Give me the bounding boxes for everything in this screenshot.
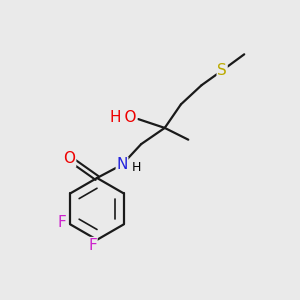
Text: S: S: [217, 63, 227, 78]
Text: H O: H O: [110, 110, 137, 125]
Text: F: F: [58, 215, 66, 230]
Text: N: N: [116, 157, 128, 172]
Text: H: H: [131, 161, 141, 174]
Text: F: F: [88, 238, 97, 253]
Text: O: O: [64, 151, 76, 166]
